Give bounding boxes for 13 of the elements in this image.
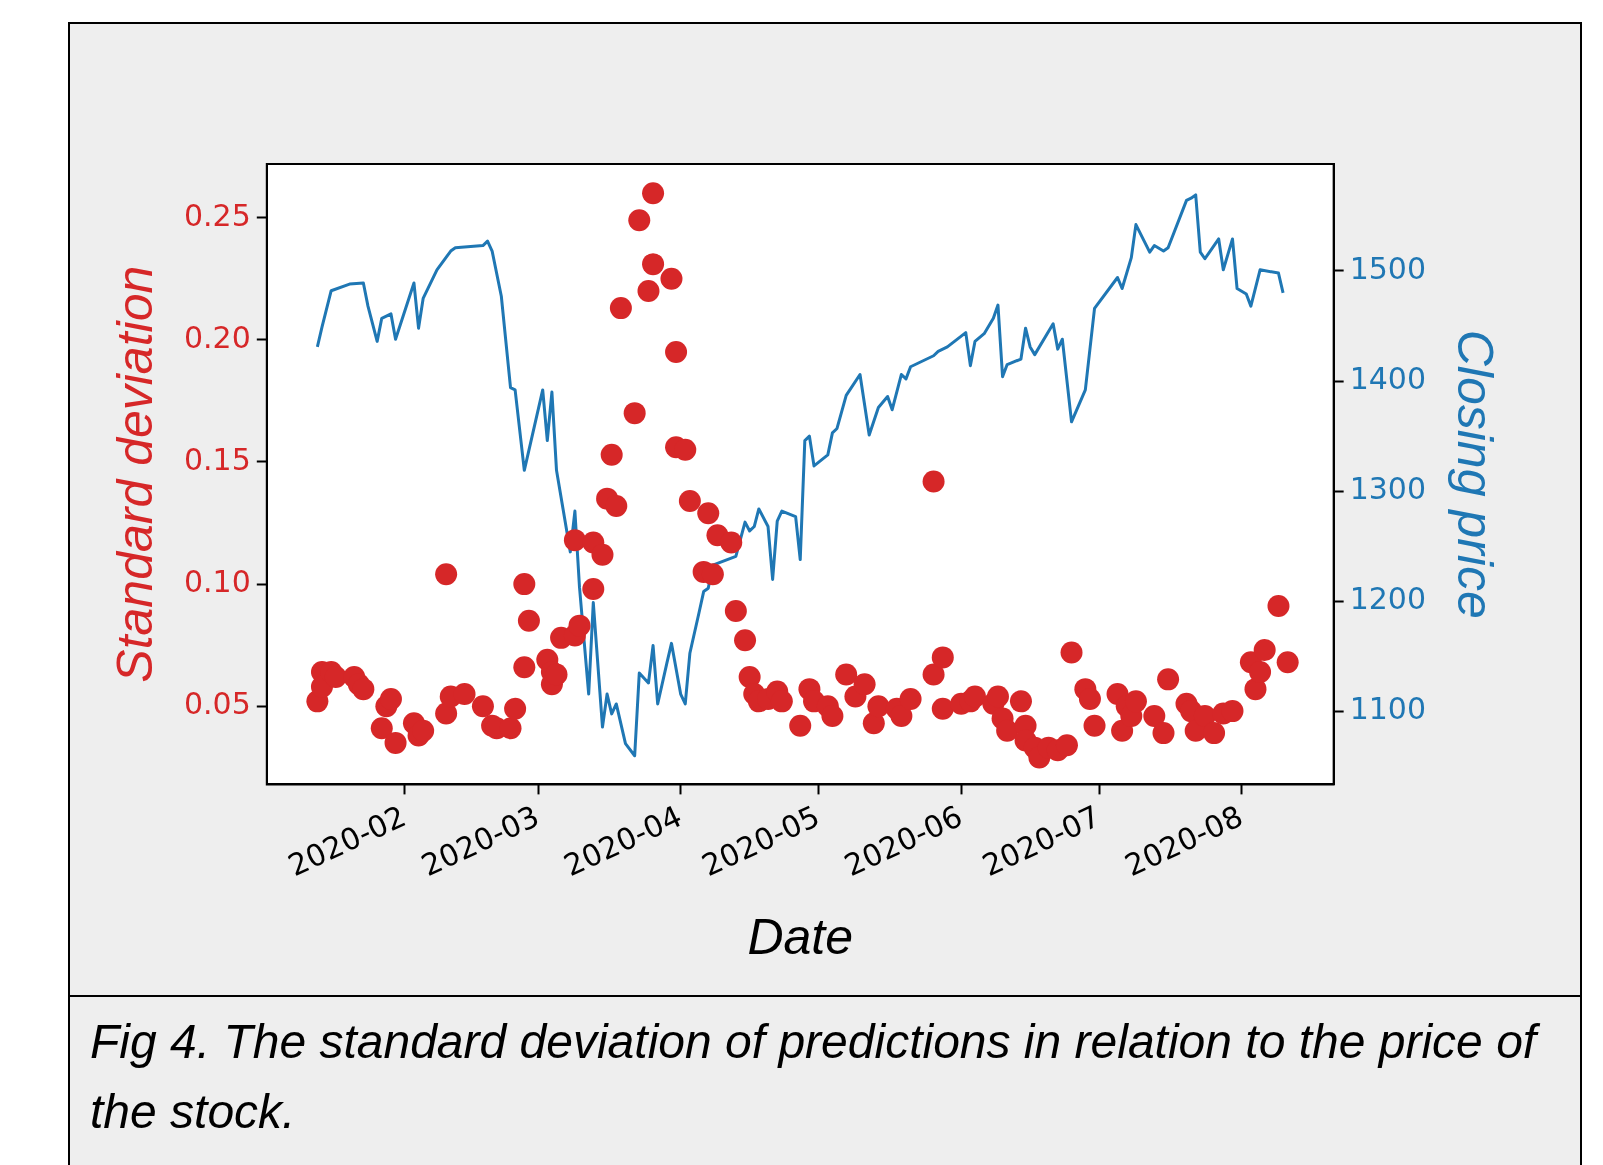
x-axis-title: Date [747,908,854,965]
y-tick-label: 0.15 [184,441,251,477]
y-axis-title: Standard deviation [106,265,163,683]
y2-tick-label: 1100 [1349,691,1427,727]
y2-tick-label: 1300 [1349,471,1427,507]
y-tick-label: 0.05 [184,686,251,722]
y-tick-label: 0.10 [184,563,251,599]
y2-tick-label: 1200 [1349,581,1427,617]
y-tick-label: 0.25 [184,197,251,233]
y2-axis-title: Closing price [1447,329,1504,619]
y2-tick-label: 1400 [1349,360,1427,396]
y-tick-label: 0.20 [184,319,251,355]
y2-tick-label: 1500 [1349,250,1427,286]
